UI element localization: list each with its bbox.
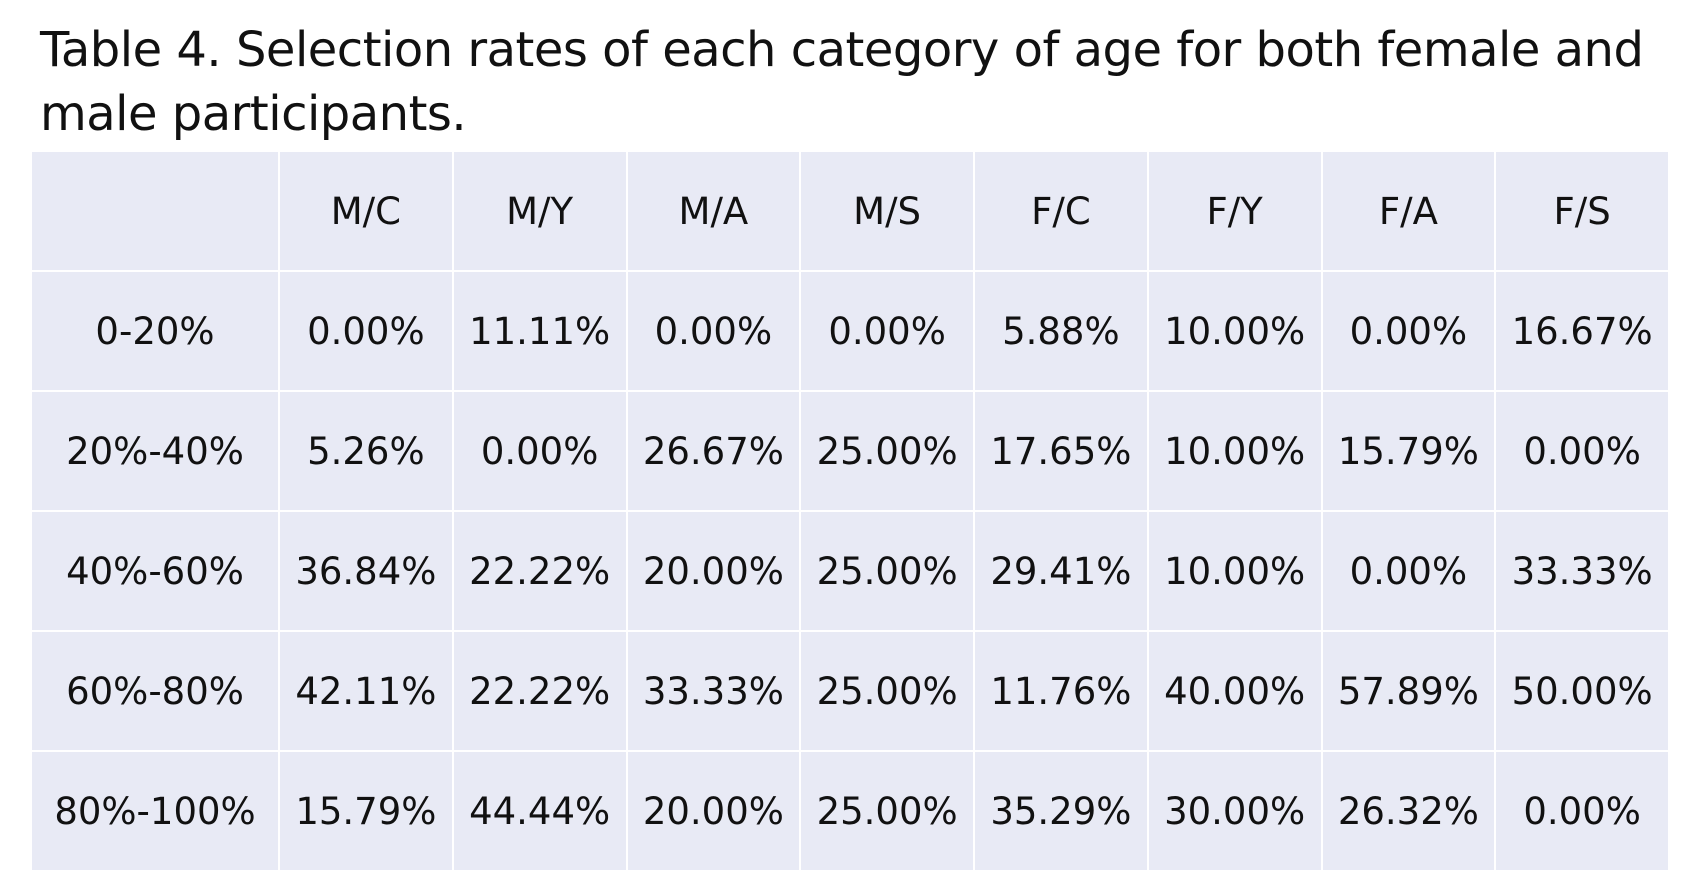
table-cell: 16.67% xyxy=(1496,272,1668,390)
table-cell: 42.11% xyxy=(280,632,452,750)
table-cell: 25.00% xyxy=(801,392,973,510)
table-row: 20%-40% 5.26% 0.00% 26.67% 25.00% 17.65%… xyxy=(32,392,1668,510)
row-label: 60%-80% xyxy=(32,632,278,750)
table-cell: 22.22% xyxy=(453,512,626,630)
table-cell: 11.76% xyxy=(975,632,1147,750)
table-cell: 25.00% xyxy=(801,632,973,750)
column-header: M/S xyxy=(801,152,973,270)
table-cell: 0.00% xyxy=(801,272,973,390)
table-cell: 44.44% xyxy=(453,752,626,870)
table-cell: 15.79% xyxy=(280,752,452,870)
table-cell: 35.29% xyxy=(975,752,1147,870)
table-cell: 15.79% xyxy=(1322,392,1495,510)
column-header: F/Y xyxy=(1148,152,1321,270)
table-cell: 50.00% xyxy=(1496,632,1668,750)
table-cell: 25.00% xyxy=(801,752,973,870)
table-cell: 10.00% xyxy=(1148,272,1321,390)
table-cell: 26.32% xyxy=(1322,752,1495,870)
row-label: 80%-100% xyxy=(32,752,278,870)
table-cell: 20.00% xyxy=(627,512,800,630)
corner-cell xyxy=(32,152,278,270)
column-header: F/A xyxy=(1322,152,1495,270)
table-cell: 0.00% xyxy=(627,272,800,390)
table-row: 80%-100% 15.79% 44.44% 20.00% 25.00% 35.… xyxy=(32,752,1668,870)
table-cell: 10.00% xyxy=(1148,512,1321,630)
table-cell: 33.33% xyxy=(1496,512,1668,630)
table-cell: 22.22% xyxy=(453,632,626,750)
table-cell: 0.00% xyxy=(280,272,452,390)
table-cell: 33.33% xyxy=(627,632,800,750)
selection-rates-table: M/C M/Y M/A M/S F/C F/Y F/A F/S 0-20% 0.… xyxy=(30,150,1670,870)
table-cell: 29.41% xyxy=(975,512,1147,630)
table-cell: 0.00% xyxy=(1496,752,1668,870)
column-header: F/C xyxy=(975,152,1147,270)
table-cell: 17.65% xyxy=(975,392,1147,510)
table-cell: 0.00% xyxy=(453,392,626,510)
table-cell: 40.00% xyxy=(1148,632,1321,750)
table-row: 40%-60% 36.84% 22.22% 20.00% 25.00% 29.4… xyxy=(32,512,1668,630)
table-cell: 10.00% xyxy=(1148,392,1321,510)
table-cell: 25.00% xyxy=(801,512,973,630)
header-row: M/C M/Y M/A M/S F/C F/Y F/A F/S xyxy=(32,152,1668,270)
table-cell: 0.00% xyxy=(1496,392,1668,510)
table-cell: 36.84% xyxy=(280,512,452,630)
column-header: M/Y xyxy=(453,152,626,270)
table-cell: 0.00% xyxy=(1322,272,1495,390)
row-label: 40%-60% xyxy=(32,512,278,630)
table-cell: 5.26% xyxy=(280,392,452,510)
table-cell: 57.89% xyxy=(1322,632,1495,750)
table-cell: 11.11% xyxy=(453,272,626,390)
table-cell: 5.88% xyxy=(975,272,1147,390)
column-header: M/C xyxy=(280,152,452,270)
column-header: F/S xyxy=(1496,152,1668,270)
table-cell: 0.00% xyxy=(1322,512,1495,630)
table-cell: 30.00% xyxy=(1148,752,1321,870)
table-caption: Table 4. Selection rates of each categor… xyxy=(40,22,1644,142)
row-label: 0-20% xyxy=(32,272,278,390)
table-row: 60%-80% 42.11% 22.22% 33.33% 25.00% 11.7… xyxy=(32,632,1668,750)
table-cell: 26.67% xyxy=(627,392,800,510)
table-row: 0-20% 0.00% 11.11% 0.00% 0.00% 5.88% 10.… xyxy=(32,272,1668,390)
data-table: M/C M/Y M/A M/S F/C F/Y F/A F/S 0-20% 0.… xyxy=(30,150,1670,872)
row-label: 20%-40% xyxy=(32,392,278,510)
table-cell: 20.00% xyxy=(627,752,800,870)
column-header: M/A xyxy=(627,152,800,270)
